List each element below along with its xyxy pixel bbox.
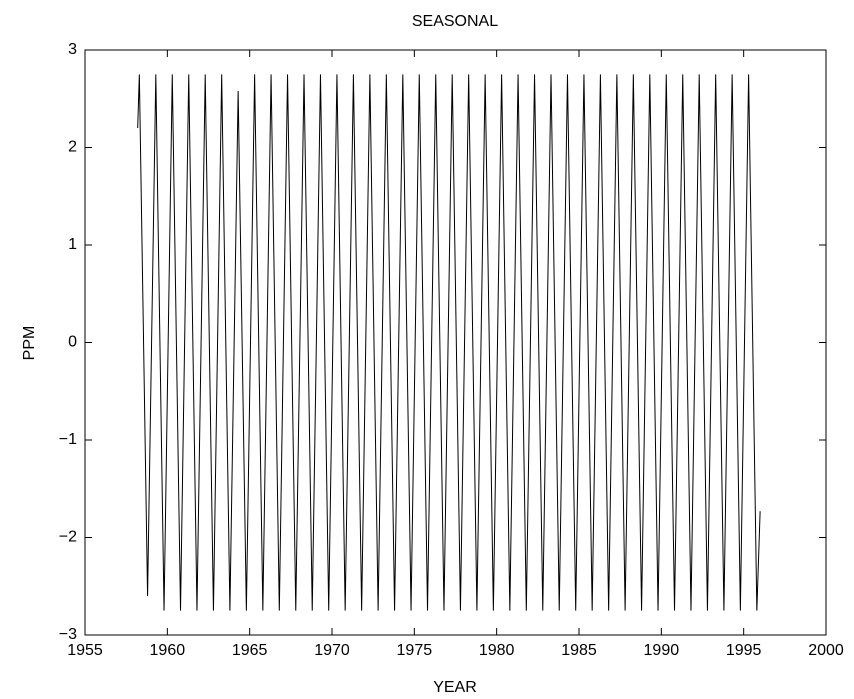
y-tick-label: 1 xyxy=(68,236,77,253)
y-axis-label: PPM xyxy=(21,326,38,361)
x-axis-label: YEAR xyxy=(433,679,477,696)
x-tick-label: 1985 xyxy=(561,642,597,659)
x-tick-label: 1975 xyxy=(397,642,433,659)
y-tick-label: 0 xyxy=(68,334,77,351)
y-tick-label: −3 xyxy=(59,626,77,643)
x-tick-label: 1955 xyxy=(67,642,103,659)
x-tick-label: 1995 xyxy=(726,642,762,659)
x-tick-label: 1980 xyxy=(479,642,515,659)
y-tick-label: −1 xyxy=(59,431,77,448)
y-tick-label: 3 xyxy=(68,41,77,58)
x-tick-label: 1960 xyxy=(150,642,186,659)
x-tick-label: 2000 xyxy=(808,642,844,659)
x-tick-label: 1990 xyxy=(644,642,680,659)
y-tick-label: −2 xyxy=(59,529,77,546)
x-tick-label: 1965 xyxy=(232,642,268,659)
chart-title: SEASONAL xyxy=(412,13,498,30)
x-tick-label: 1970 xyxy=(314,642,350,659)
data-line xyxy=(137,74,761,611)
y-tick-label: 2 xyxy=(68,139,77,156)
